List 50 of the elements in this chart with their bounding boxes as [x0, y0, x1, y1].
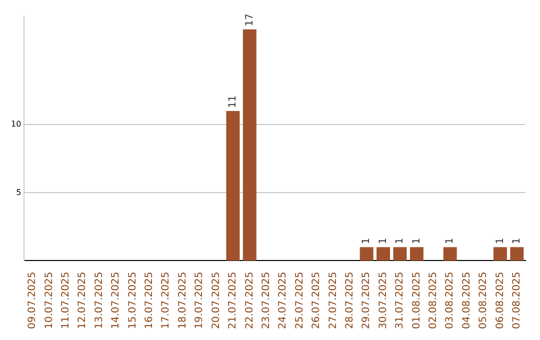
bar: [410, 247, 424, 261]
x-tick-label: 04.08.2025: [461, 272, 472, 330]
x-tick-label: 31.07.2025: [394, 272, 406, 330]
data-label: 1: [444, 238, 456, 244]
x-tick-label: 12.07.2025: [77, 272, 88, 330]
x-tick-label: 09.07.2025: [27, 272, 38, 330]
y-tick-label: 5: [16, 188, 22, 197]
x-tick-label: 15.07.2025: [127, 272, 138, 330]
bar: [226, 111, 240, 261]
x-tick-label: 10.07.2025: [44, 272, 55, 330]
data-label: 1: [511, 238, 522, 244]
x-tick-label: 27.07.2025: [328, 272, 339, 330]
x-tick-label: 17.07.2025: [160, 272, 172, 330]
data-label: 1: [411, 238, 422, 244]
bar: [376, 247, 390, 261]
x-tick-label: 28.07.2025: [344, 272, 356, 330]
x-tick-label: 05.08.2025: [478, 272, 490, 330]
x-tick-label: 20.07.2025: [210, 272, 222, 330]
x-tick-label: 25.07.2025: [294, 272, 306, 330]
bar: [393, 247, 407, 261]
x-tick-label: 01.08.2025: [411, 272, 422, 330]
x-tick-label: 13.07.2025: [94, 272, 105, 330]
bar: [510, 247, 524, 261]
x-tick-label: 14.07.2025: [110, 272, 122, 330]
x-tick-label: 23.07.2025: [260, 272, 272, 330]
x-tick-label: 22.07.2025: [244, 272, 256, 330]
x-tick-label: 19.07.2025: [194, 272, 206, 330]
x-tick-label: 11.07.2025: [60, 272, 72, 330]
data-label: 17: [244, 14, 256, 26]
x-tick-label: 06.08.2025: [494, 272, 506, 330]
x-tick-label: 02.08.2025: [428, 272, 439, 330]
x-tick-label: 24.07.2025: [278, 272, 289, 330]
x-tick-label: 18.07.2025: [177, 272, 188, 330]
x-tick-label: 21.07.2025: [228, 272, 239, 330]
data-label: 1: [494, 238, 506, 244]
bar: [360, 247, 374, 261]
x-tick-label: 26.07.2025: [311, 272, 322, 330]
bar: [493, 247, 507, 261]
bar: [242, 29, 256, 261]
data-label: 1: [394, 238, 406, 244]
x-tick-label: 03.08.2025: [444, 272, 456, 330]
x-tick-label: 30.07.2025: [378, 272, 389, 330]
data-label: 1: [378, 238, 389, 244]
x-tick-label: 07.08.2025: [511, 272, 522, 330]
bar: [443, 247, 457, 261]
x-tick-label: 16.07.2025: [144, 272, 156, 330]
data-label: 1: [361, 238, 372, 244]
data-label: 11: [228, 95, 239, 108]
x-tick-label: 29.07.2025: [361, 272, 372, 330]
y-tick-label: 10: [10, 120, 22, 129]
